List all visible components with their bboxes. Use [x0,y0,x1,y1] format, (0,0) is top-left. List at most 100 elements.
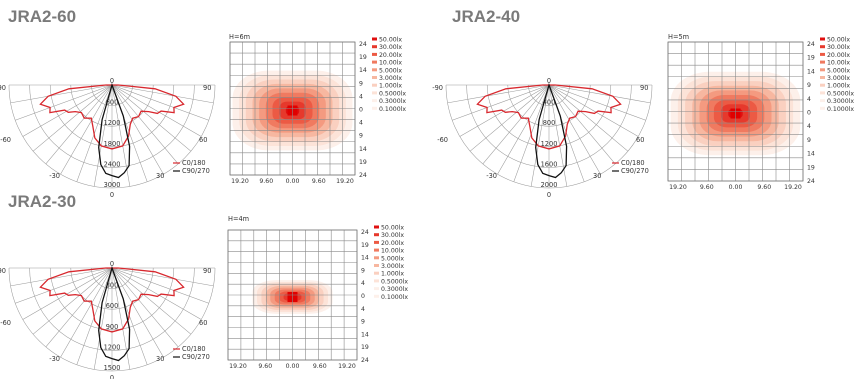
panel-title: JRA2-60 [8,7,76,26]
curve-c90-270 [98,265,131,362]
polar-spoke [111,84,214,104]
polar-spoke [548,84,601,175]
polar-angle-label: 90 [640,84,648,92]
polar-spoke [93,267,113,370]
level-swatch [374,264,379,267]
isolux-level-legend: 50.00lx30.00lx20.00lx10.00lx5.000lx3.000… [820,37,854,113]
level-swatch [820,91,825,95]
level-label: 0.3000lx [379,98,406,105]
level-swatch [820,99,825,103]
level-swatch [372,91,377,95]
polar-angle-label: -60 [0,136,11,144]
isolux-y-label: 14 [361,331,369,338]
isolux-x-label: 0.00 [286,363,300,370]
polar-angle-label: 60 [199,136,207,144]
polar-angle-label: 0 [110,260,114,268]
polar-spoke [45,267,113,348]
polar-spoke [459,84,550,137]
level-label: 1.000lx [827,83,850,90]
level-label: 50.00lx [827,37,850,44]
polar-spoke [10,267,113,287]
isolux-frame [227,229,358,361]
isolux-x-label: 9.60 [258,363,272,370]
isolux-level-legend: 50.00lx30.00lx20.00lx10.00lx5.000lx3.000… [372,37,406,113]
level-swatch [374,279,379,283]
polar-radial-label: 1200 [104,119,121,127]
isolux-y-label: 0 [359,107,363,114]
level-label: 3.000lx [381,263,404,270]
level-swatch [820,45,825,49]
polar-spoke [469,84,550,152]
polar-angle-label: 0 [110,374,114,379]
legend-label-c90-270: C90/270 [621,167,649,175]
polar-spoke [548,84,639,137]
isolux-y-label: 19 [361,344,369,351]
level-swatch [372,106,377,110]
level-label: 5.000lx [379,67,402,74]
isolux-x-label: 19.20 [229,363,247,370]
level-swatch [820,68,825,72]
isolux-y-label: 4 [359,93,363,100]
level-swatch [372,68,377,72]
level-swatch [372,52,377,56]
curve-c90-270 [535,82,568,179]
isolux-y-label: 24 [359,172,367,179]
polar-radial-label: 1200 [541,140,558,148]
level-label: 0.5000lx [381,278,408,285]
isolux-y-label: 19 [361,242,369,249]
level-label: 5.000lx [827,67,850,74]
isolux-y-label: 19 [359,159,367,166]
level-swatch [372,76,377,79]
polar-angle-label: -60 [437,136,448,144]
isolux-y-label: 19 [807,55,815,62]
polar-spoke [60,84,113,175]
isolux-y-label: 0 [807,110,811,117]
isolux-y-label: 4 [359,120,363,127]
polar-angle-label: 90 [203,84,211,92]
level-label: 0.3000lx [381,286,408,293]
level-swatch [820,60,825,64]
polar-spoke [111,267,214,287]
level-label: 5.000lx [381,255,404,262]
level-swatch [374,287,379,291]
isolux-y-label: 4 [807,123,811,130]
isolux-y-label: 14 [807,68,815,75]
legend-label-c90-270: C90/270 [182,167,210,175]
isolux-x-label: 9.60 [259,178,273,185]
level-label: 1.000lx [381,271,404,278]
level-swatch [372,83,377,87]
isolux-x-label: 0.00 [729,184,743,191]
polar-radial-label: 2000 [541,181,558,189]
panel-jra2-60: JRA2-60-9090-6060-3030006001200180024003… [0,7,406,199]
polar-angle-label: 60 [636,136,644,144]
polar-spoke [111,267,202,320]
level-label: 0.1000lx [827,106,854,113]
polar-spoke [111,267,209,304]
polar-spoke [111,267,164,358]
level-swatch [374,271,379,275]
polar-angle-label: 0 [110,77,114,85]
legend-label-c0-180: C0/180 [182,345,206,353]
legend-label-c0-180: C0/180 [621,159,645,167]
isolux-y-label: 4 [361,280,365,287]
level-label: 20.00lx [827,52,850,59]
isolux-x-label: 19.20 [338,363,356,370]
level-swatch [372,45,377,49]
level-label: 50.00lx [379,37,402,44]
polar-angle-label: 30 [156,355,164,363]
polar-spoke [15,84,113,121]
level-label: 0.5000lx [379,90,406,97]
polar-radial-label: 400 [543,99,556,107]
mounting-height-label: H=6m [229,33,250,41]
isolux-y-label: 9 [807,82,811,89]
isolux-x-label: 9.60 [312,178,326,185]
level-label: 50.00lx [381,225,404,232]
legend-label-c90-270: C90/270 [182,353,210,361]
polar-angle-label: -30 [486,172,497,180]
level-swatch [374,248,379,252]
isolux-frame [229,41,356,176]
level-label: 10.00lx [381,248,404,255]
level-swatch [372,37,377,41]
level-swatch [820,83,825,87]
